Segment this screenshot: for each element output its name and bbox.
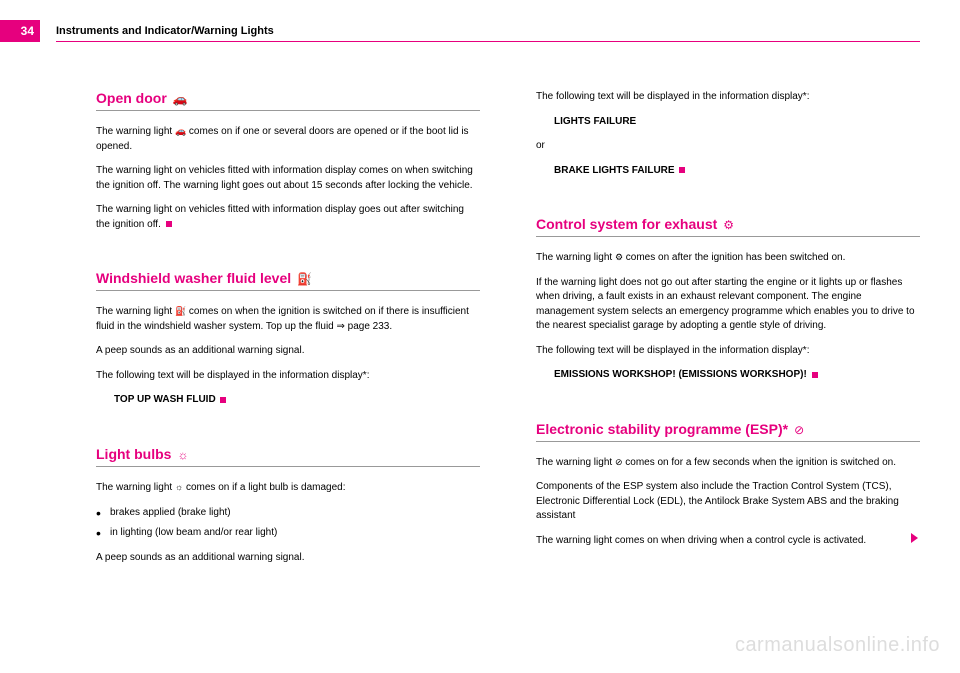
body-text: The warning light ⛽ comes on when the ig… — [96, 305, 480, 334]
body-text: The warning light ☼ comes on if a light … — [96, 481, 480, 496]
section-esp-heading: Electronic stability programme (ESP)* ⊘ — [536, 421, 920, 442]
section-end-marker — [812, 372, 818, 378]
washer-fluid-icon: ⛽ — [297, 272, 312, 286]
page-number-tab: 34 — [0, 20, 40, 42]
heading-text: Open door — [96, 90, 167, 106]
section-open-door-heading: Open door 🚗 — [96, 90, 480, 111]
bullet-list: brakes applied (brake light) in lighting… — [96, 506, 480, 541]
list-item: in lighting (low beam and/or rear light) — [96, 526, 480, 541]
body-text: The warning light 🚗 comes on if one or s… — [96, 125, 480, 154]
text-fragment: The warning light — [536, 457, 615, 468]
header-bar: Instruments and Indicator/Warning Lights — [56, 20, 920, 42]
list-item: brakes applied (brake light) — [96, 506, 480, 521]
body-text: The following text will be displayed in … — [536, 90, 920, 105]
watermark: carmanualsonline.info — [735, 634, 940, 657]
body-text: A peep sounds as an additional warning s… — [96, 551, 480, 566]
body-text: The warning light ⊘ comes on for a few s… — [536, 456, 920, 471]
body-text: If the warning light does not go out aft… — [536, 276, 920, 334]
body-text: The warning light comes on when driving … — [536, 534, 920, 549]
display-message: LIGHTS FAILURE — [536, 115, 920, 130]
car-door-icon: 🚗 — [173, 92, 188, 106]
header-title: Instruments and Indicator/Warning Lights — [56, 25, 274, 37]
text-fragment: The warning light — [96, 482, 175, 493]
body-text: The warning light on vehicles fitted wit… — [96, 164, 480, 193]
text-fragment: comes on if a light bulb is damaged: — [183, 482, 345, 493]
text-fragment: The warning light — [96, 126, 175, 137]
heading-text: Electronic stability programme (ESP)* — [536, 421, 788, 437]
text-fragment: The warning light — [536, 252, 615, 263]
body-text: The warning light on vehicles fitted wit… — [96, 203, 480, 232]
body-text: A peep sounds as an additional warning s… — [96, 344, 480, 359]
heading-text: Control system for exhaust — [536, 216, 717, 232]
bulb-icon: ☼ — [175, 482, 183, 492]
body-text: or — [536, 139, 920, 154]
display-message: BRAKE LIGHTS FAILURE — [536, 164, 920, 179]
text-fragment: The warning light — [96, 306, 175, 317]
section-end-marker — [220, 397, 226, 403]
section-end-marker — [679, 167, 685, 173]
message-text: BRAKE LIGHTS FAILURE — [554, 165, 675, 176]
heading-text: Windshield washer fluid level — [96, 270, 291, 286]
washer-fluid-icon: ⛽ — [175, 306, 186, 316]
display-message: EMISSIONS WORKSHOP! (EMISSIONS WORKSHOP)… — [536, 368, 920, 383]
continue-arrow-icon — [911, 533, 918, 543]
page-number: 34 — [21, 24, 34, 38]
section-light-bulbs-heading: Light bulbs ☼ — [96, 446, 480, 467]
heading-text: Light bulbs — [96, 446, 171, 462]
section-washer-heading: Windshield washer fluid level ⛽ — [96, 270, 480, 291]
message-text: TOP UP WASH FLUID — [114, 394, 216, 405]
body-text: The warning light ⚙ comes on after the i… — [536, 251, 920, 266]
body-text: The following text will be displayed in … — [536, 344, 920, 359]
message-text: EMISSIONS WORKSHOP! (EMISSIONS WORKSHOP)… — [554, 369, 807, 380]
body-text: The following text will be displayed in … — [96, 369, 480, 384]
section-exhaust-heading: Control system for exhaust ⚙ — [536, 216, 920, 237]
exhaust-icon: ⚙ — [723, 218, 734, 232]
exhaust-icon: ⚙ — [615, 252, 623, 262]
bulb-icon: ☼ — [177, 448, 188, 462]
text-fragment: The warning light on vehicles fitted wit… — [96, 204, 464, 230]
display-message: TOP UP WASH FLUID — [96, 393, 480, 408]
text-fragment: comes on after the ignition has been swi… — [623, 252, 845, 263]
section-end-marker — [166, 221, 172, 227]
text-fragment: comes on for a few seconds when the igni… — [622, 457, 895, 468]
content-area: Open door 🚗 The warning light 🚗 comes on… — [96, 90, 920, 653]
right-column: The following text will be displayed in … — [536, 90, 920, 653]
car-door-icon: 🚗 — [175, 126, 186, 136]
body-text: Components of the ESP system also includ… — [536, 480, 920, 524]
left-column: Open door 🚗 The warning light 🚗 comes on… — [96, 90, 480, 653]
esp-icon: ⊘ — [794, 423, 804, 437]
